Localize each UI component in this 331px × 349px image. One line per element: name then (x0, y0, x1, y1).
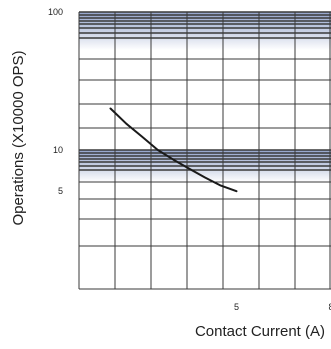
x-tick-label-0: 5 (234, 302, 239, 312)
x-tick-label-1: 8 (328, 302, 331, 312)
y-tick-label-1: 10 (53, 145, 63, 155)
plot-area (109, 107, 238, 193)
y-tick-label-2: 5 (58, 186, 63, 196)
y-axis-label: Operations (X10000 OPS) (10, 50, 27, 225)
x-axis-label: Contact Current (A) (195, 323, 325, 340)
tick-labels: 100 10 5 5 8 (48, 7, 331, 312)
y-tick-label-0: 100 (48, 7, 63, 17)
grid-lines (78, 11, 331, 290)
series-line-0 (109, 107, 238, 193)
